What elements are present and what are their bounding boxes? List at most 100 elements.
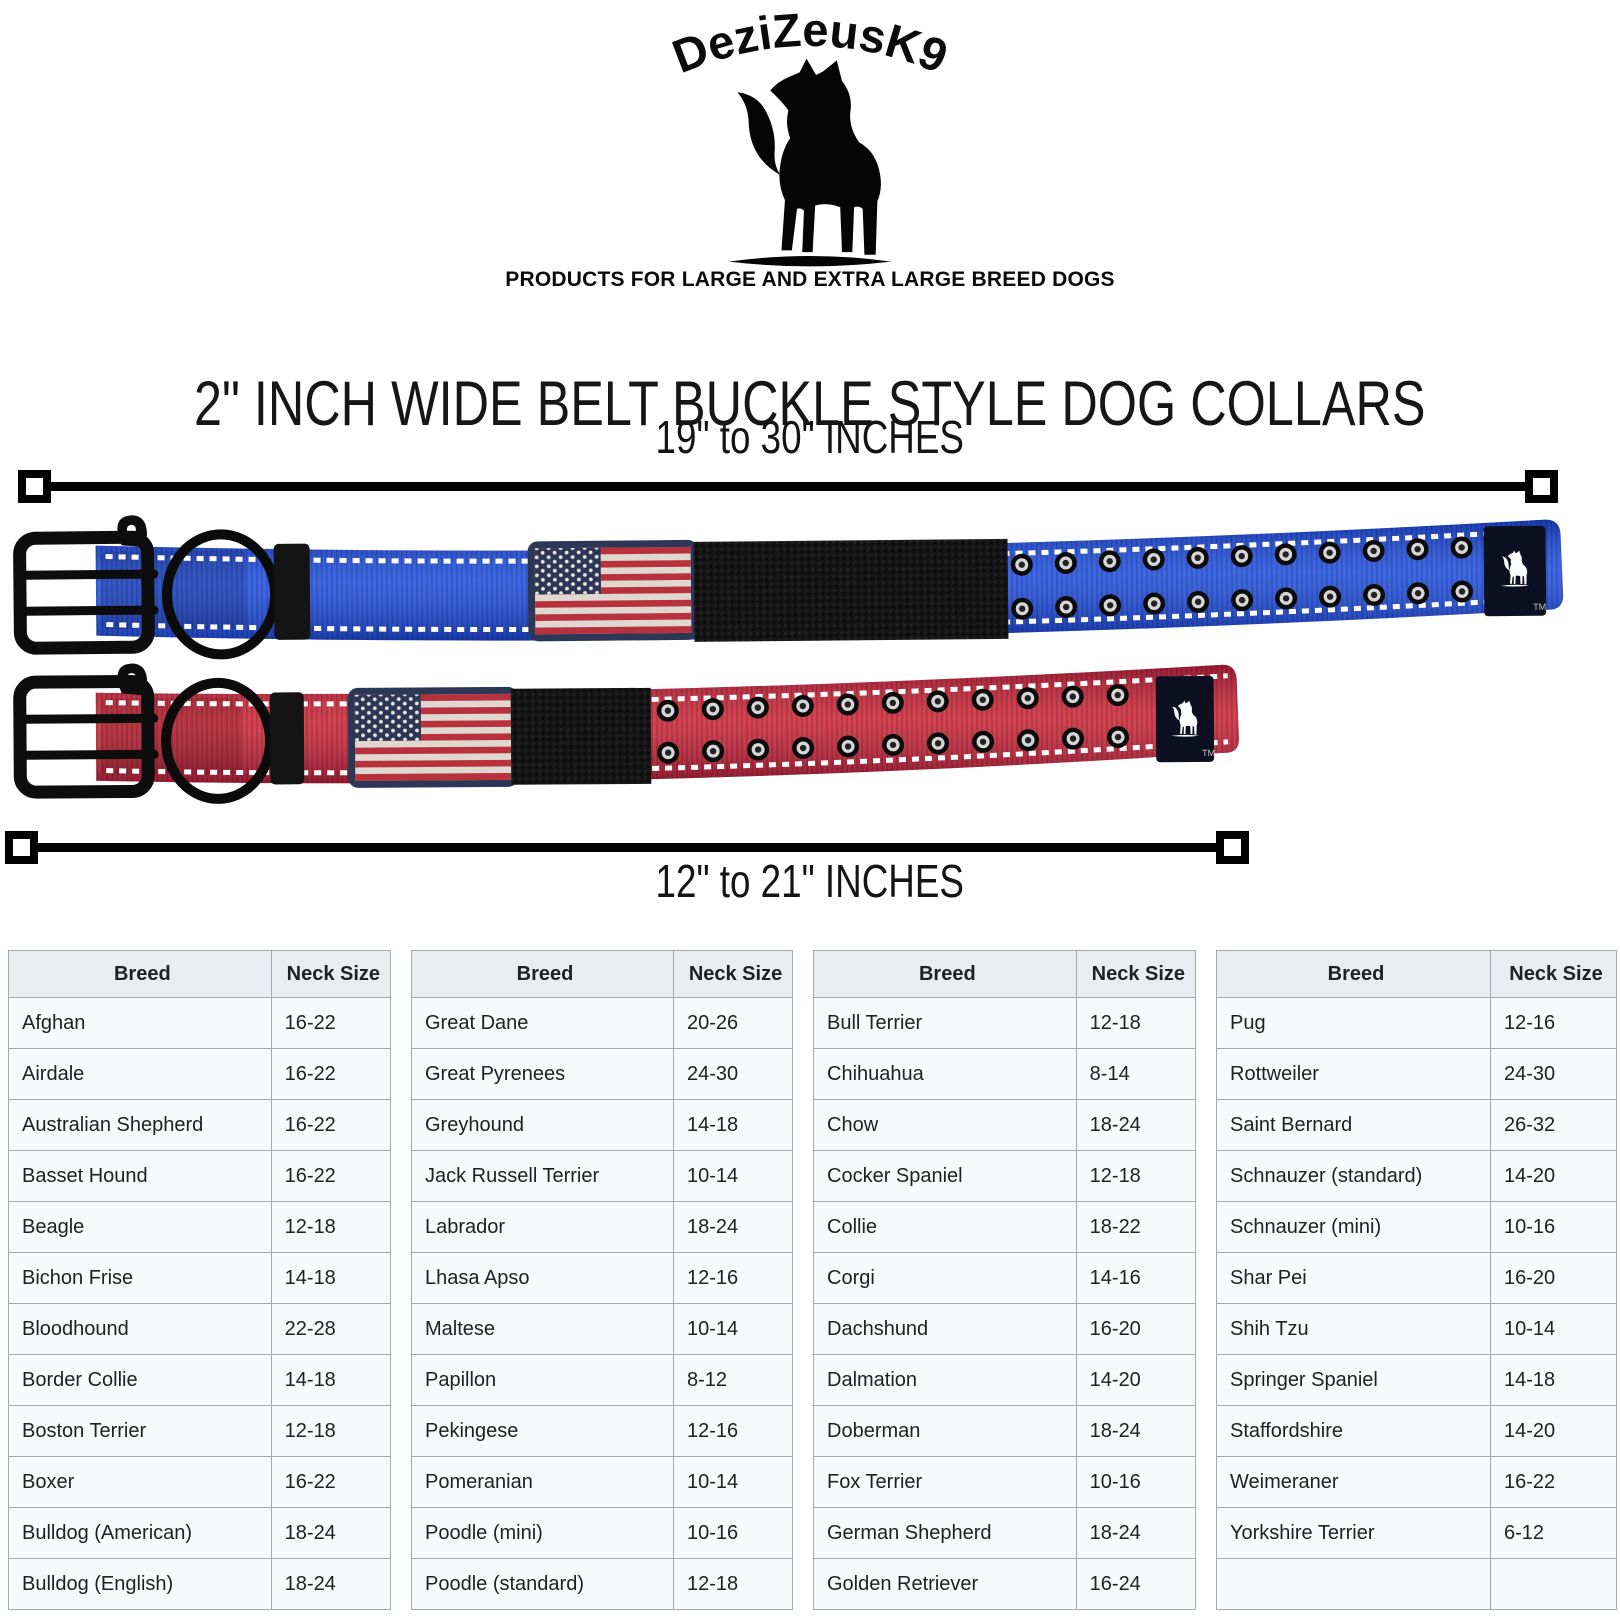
table-row: Papillon 8-12	[410, 1354, 793, 1406]
table-row: Chow 18-24	[813, 1099, 1197, 1151]
breed-cell: Chow	[813, 1099, 1077, 1151]
page-title-text: 2" INCH WIDE BELT BUCKLE STYLE DOG COLLA…	[194, 369, 1426, 440]
column-header: Neck Size	[1490, 950, 1617, 998]
table-row: Cocker Spaniel 12-18	[813, 1150, 1197, 1202]
neck-size-cell: 16-22	[1490, 1456, 1617, 1508]
breed-cell: Dachshund	[813, 1303, 1077, 1355]
breed-cell: Great Dane	[410, 997, 675, 1049]
breed-cell: Saint Bernard	[1216, 1099, 1491, 1151]
breed-cell: Golden Retriever	[813, 1558, 1077, 1610]
neck-size-cell: 14-20	[1075, 1354, 1197, 1406]
table-row: Boxer 16-22	[8, 1456, 392, 1508]
neck-size-cell: 16-22	[270, 1150, 392, 1202]
breed-cell: Corgi	[813, 1252, 1077, 1304]
table-row: Afghan 16-22	[8, 997, 392, 1049]
table-row: Saint Bernard 26-32	[1216, 1099, 1617, 1151]
neck-size-cell: 16-22	[270, 1456, 392, 1508]
table-row: Great Pyrenees 24-30	[410, 1048, 793, 1100]
breed-cell: Fox Terrier	[813, 1456, 1077, 1508]
neck-size-cell: 16-22	[270, 1099, 392, 1151]
measure-endcap-icon	[1216, 831, 1249, 864]
neck-size-cell: 16-20	[1490, 1252, 1617, 1304]
keeper-band	[269, 692, 305, 785]
size-range-bottom: 12" to 21" INCHES	[655, 855, 965, 907]
table-row: Pekingese 12-16	[410, 1405, 793, 1457]
neck-size-cell: 10-14	[1490, 1303, 1617, 1355]
table-row: Maltese 10-14	[410, 1303, 793, 1355]
breed-cell: Labrador	[410, 1201, 675, 1253]
table-row: Dachshund 16-20	[813, 1303, 1197, 1355]
breed-cell: Lhasa Apso	[410, 1252, 675, 1304]
neck-size-cell: 12-18	[1075, 997, 1197, 1049]
table-row: Golden Retriever 16-24	[813, 1558, 1197, 1610]
table-row: Jack Russell Terrier 10-14	[410, 1150, 793, 1202]
table-row: Yorkshire Terrier 6-12	[1216, 1507, 1617, 1559]
breed-cell: Chihuahua	[813, 1048, 1077, 1100]
table-row: Boston Terrier 12-18	[8, 1405, 392, 1457]
neck-size-cell: 14-18	[270, 1252, 392, 1304]
breed-cell: Bichon Frise	[8, 1252, 272, 1304]
table-row: Pomeranian 10-14	[410, 1456, 793, 1508]
column-header: Breed	[410, 950, 675, 998]
breed-cell: Poodle (mini)	[410, 1507, 675, 1559]
breed-cell: Bulldog (American)	[8, 1507, 272, 1559]
breed-cell: Doberman	[813, 1405, 1077, 1457]
neck-size-cell: 10-14	[673, 1303, 793, 1355]
breed-cell: Bull Terrier	[813, 997, 1077, 1049]
table-row: German Shepherd 18-24	[813, 1507, 1197, 1559]
neck-size-cell: 14-18	[1490, 1354, 1617, 1406]
neck-size-cell: 18-22	[1075, 1201, 1197, 1253]
breed-cell: Pekingese	[410, 1405, 675, 1457]
brand-tagline: PRODUCTS FOR LARGE AND EXTRA LARGE BREED…	[505, 268, 1115, 291]
neck-size-cell: 14-18	[270, 1354, 392, 1406]
table-row: Basset Hound 16-22	[8, 1150, 392, 1202]
neck-size-cell: 18-24	[270, 1507, 392, 1559]
neck-size-cell: 10-16	[673, 1507, 793, 1559]
measurement-line-bottom	[5, 831, 1249, 864]
tm-mark: TM	[1533, 602, 1546, 612]
keeper-band	[273, 543, 311, 640]
breed-cell: Bulldog (English)	[8, 1558, 272, 1610]
breed-cell: Pomeranian	[410, 1456, 675, 1508]
measurement-line-top	[18, 470, 1558, 503]
neck-size-cell: 14-18	[673, 1099, 793, 1151]
breed-cell: Cocker Spaniel	[813, 1150, 1077, 1202]
breed-cell: Shar Pei	[1216, 1252, 1491, 1304]
breed-cell: Schnauzer (standard)	[1216, 1150, 1491, 1202]
table-row: Doberman 18-24	[813, 1405, 1197, 1457]
breed-cell: Great Pyrenees	[410, 1048, 675, 1100]
breed-cell: Basset Hound	[8, 1150, 272, 1202]
neck-size-cell: 18-24	[1075, 1099, 1197, 1151]
breed-cell: Boxer	[8, 1456, 272, 1508]
breed-size-tables: Breed Neck Size Afghan 16-22 Airdale 16-22 Aus…	[8, 950, 1617, 1610]
breed-size-table-2: Breed Neck Size Great Dane 20-26 Great Pyren…	[410, 950, 793, 1610]
neck-size-cell: 8-14	[1075, 1048, 1197, 1100]
neck-size-cell: 24-30	[673, 1048, 793, 1100]
column-header: Breed	[1216, 950, 1491, 998]
neck-size-cell: 26-32	[1490, 1099, 1617, 1151]
neck-size-cell: 14-20	[1490, 1150, 1617, 1202]
breed-cell: Rottweiler	[1216, 1048, 1491, 1100]
table-row: Greyhound 14-18	[410, 1099, 793, 1151]
table-row: Fox Terrier 10-16	[813, 1456, 1197, 1508]
neck-size-cell	[1490, 1558, 1617, 1610]
breed-cell: Poodle (standard)	[410, 1558, 675, 1610]
page-title: 2" INCH WIDE BELT BUCKLE STYLE DOG COLLA…	[0, 368, 1620, 440]
table-row: Poodle (mini) 10-16	[410, 1507, 793, 1559]
breed-cell: Border Collie	[8, 1354, 272, 1406]
breed-size-table-4: Breed Neck Size Pug 12-16 Rottweiler 24-30 Sai…	[1216, 950, 1617, 1610]
column-header: Neck Size	[673, 950, 793, 998]
table-row: Springer Spaniel 14-18	[1216, 1354, 1617, 1406]
neck-size-cell: 16-20	[1075, 1303, 1197, 1355]
neck-size-cell: 16-22	[270, 997, 392, 1049]
table-row: Airdale 16-22	[8, 1048, 392, 1100]
tm-mark: TM	[1202, 748, 1215, 758]
table-row: Bulldog (English) 18-24	[8, 1558, 392, 1610]
neck-size-cell: 12-16	[673, 1252, 793, 1304]
neck-size-cell: 10-14	[673, 1456, 793, 1508]
breed-cell: Pug	[1216, 997, 1491, 1049]
breed-cell: Dalmation	[813, 1354, 1077, 1406]
dog-silhouette-icon	[728, 58, 892, 267]
table-row: Rottweiler 24-30	[1216, 1048, 1617, 1100]
measure-bar	[38, 843, 1216, 852]
